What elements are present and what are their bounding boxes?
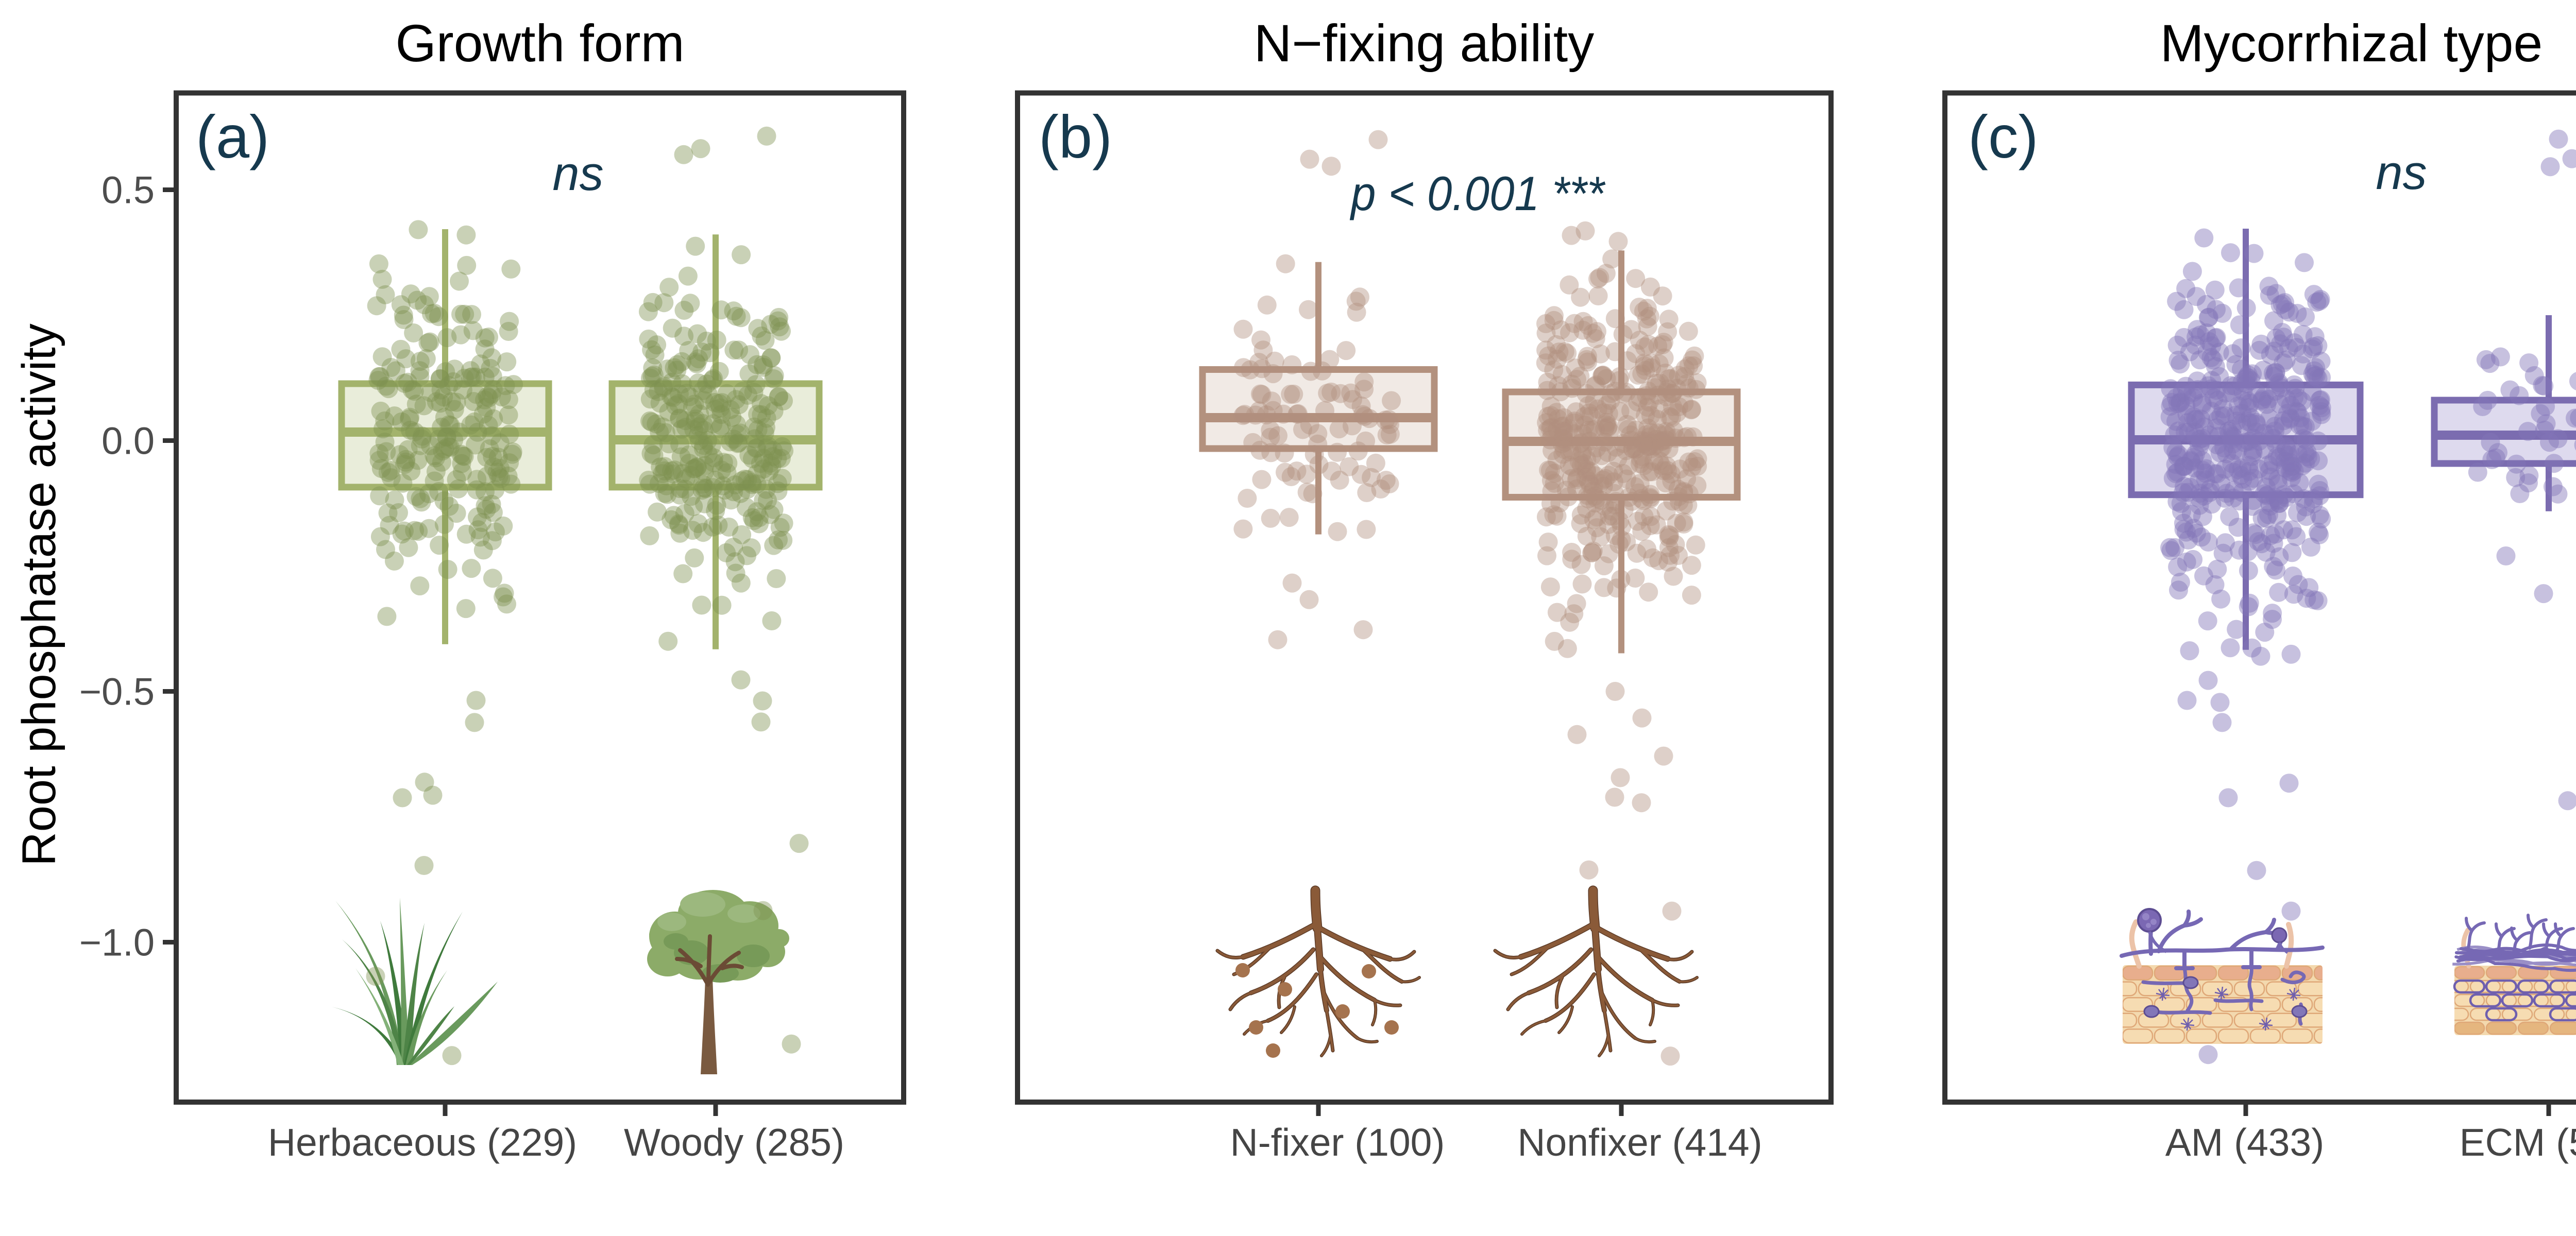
- svg-text:p < 0.001 ***: p < 0.001 ***: [1349, 166, 1606, 220]
- svg-text:ns: ns: [552, 146, 603, 200]
- svg-text:AM (433): AM (433): [2165, 1121, 2324, 1164]
- svg-text:(c): (c): [1968, 103, 2038, 170]
- svg-text:0.5: 0.5: [101, 169, 155, 212]
- svg-text:−1.0: −1.0: [79, 921, 155, 964]
- svg-text:ECM (51): ECM (51): [2460, 1121, 2576, 1164]
- svg-text:−0.5: −0.5: [79, 671, 155, 713]
- svg-text:ns: ns: [2376, 145, 2427, 199]
- svg-text:Herbaceous (229): Herbaceous (229): [268, 1121, 577, 1164]
- svg-text:Growth form: Growth form: [395, 14, 684, 73]
- svg-text:N-fixer (100): N-fixer (100): [1230, 1121, 1445, 1164]
- svg-text:N−fixing ability: N−fixing ability: [1254, 14, 1594, 73]
- svg-text:Woody (285): Woody (285): [624, 1121, 844, 1164]
- svg-text:(b): (b): [1039, 103, 1112, 170]
- svg-text:Nonfixer (414): Nonfixer (414): [1517, 1121, 1762, 1164]
- svg-text:0.0: 0.0: [101, 420, 155, 462]
- svg-text:Root phosphatase activity: Root phosphatase activity: [13, 323, 65, 866]
- svg-text:Mycorrhizal type: Mycorrhizal type: [2160, 14, 2543, 73]
- svg-text:(a): (a): [196, 103, 269, 170]
